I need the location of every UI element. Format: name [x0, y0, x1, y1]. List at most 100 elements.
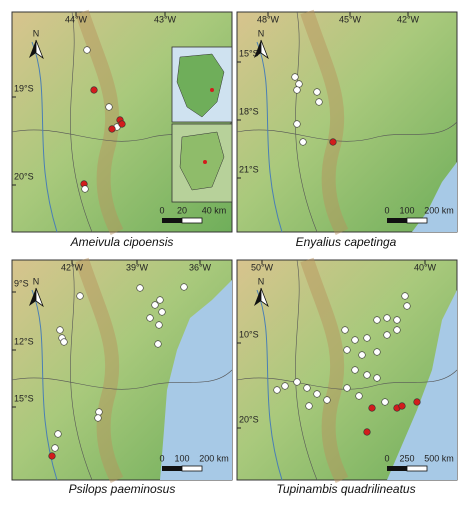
- record-point: [323, 396, 331, 404]
- record-point: [381, 398, 389, 406]
- record-point: [358, 351, 366, 359]
- scale-label: 100: [399, 205, 414, 215]
- inset-marker: [210, 88, 214, 92]
- record-point: [83, 46, 91, 54]
- record-point: [351, 366, 359, 374]
- latitude-label: 18°S: [239, 106, 259, 116]
- border: [236, 121, 458, 142]
- record-point: [54, 430, 62, 438]
- scale-label: 0: [384, 205, 389, 215]
- record-point: [156, 296, 164, 304]
- record-point: [90, 86, 98, 94]
- longitude-label: 42°W: [61, 262, 84, 272]
- border: [70, 259, 93, 481]
- map-panel: 42°W 39°W 36°W 9°S 12°S 15°S N 0 100 200 km: [11, 257, 233, 484]
- record-point: [51, 444, 59, 452]
- north-label: N: [33, 276, 40, 286]
- longitude-label: 48°W: [257, 14, 280, 24]
- north-label: N: [258, 28, 265, 38]
- scale-bar: [181, 217, 203, 224]
- record-point: [398, 402, 406, 410]
- terrain: [236, 11, 458, 233]
- record-point: [413, 398, 421, 406]
- record-point: [95, 408, 103, 416]
- record-point: [363, 428, 371, 436]
- record-point: [151, 301, 159, 309]
- caption: Enyalius capetinga: [296, 235, 397, 249]
- north-arrow: [254, 40, 261, 58]
- scale-label: 500 km: [424, 453, 454, 463]
- record-point: [146, 314, 154, 322]
- north-arrow: [260, 39, 269, 60]
- longitude-label: 42°W: [397, 14, 420, 24]
- record-point: [295, 80, 303, 88]
- sea: [160, 280, 232, 480]
- record-point: [293, 120, 301, 128]
- longitude-label: 43°W: [154, 14, 177, 24]
- caption: Psilops paeminosus: [69, 482, 176, 496]
- record-point: [273, 386, 281, 394]
- latitude-label: 15°S: [239, 48, 259, 58]
- border: [11, 369, 233, 390]
- longitude-label: 39°W: [126, 262, 149, 272]
- inset-marker: [203, 160, 207, 164]
- north-arrow: [35, 39, 44, 60]
- record-point: [368, 404, 376, 412]
- record-point: [76, 292, 84, 300]
- record-point: [373, 348, 381, 356]
- record-point: [180, 283, 188, 291]
- north-arrow: [35, 287, 44, 308]
- record-point: [373, 316, 381, 324]
- latitude-label: 15°S: [14, 393, 34, 403]
- scale-label: 40 km: [202, 205, 227, 215]
- latitude-label: 9°S: [14, 278, 29, 288]
- border: [236, 369, 458, 390]
- scale-label: 0: [384, 453, 389, 463]
- scale-label: 100: [174, 453, 189, 463]
- record-point: [341, 326, 349, 334]
- caption: Tupinambis quadrilineatus: [276, 482, 415, 496]
- record-point: [303, 384, 311, 392]
- record-point: [315, 98, 323, 106]
- latitude-label: 21°S: [239, 164, 259, 174]
- latitude-label: 20°S: [239, 414, 259, 424]
- record-point: [94, 414, 102, 422]
- inset-land: [176, 53, 225, 118]
- record-point: [401, 292, 409, 300]
- caption: Ameivula cipoensis: [70, 235, 174, 249]
- latitude-label: 10°S: [239, 329, 259, 339]
- north-label: N: [33, 28, 40, 38]
- scale-bar: [181, 465, 203, 472]
- record-point: [343, 346, 351, 354]
- river: [256, 289, 283, 481]
- sea: [387, 290, 457, 480]
- record-point: [313, 88, 321, 96]
- scale-bar: [162, 218, 182, 223]
- north-arrow: [254, 288, 261, 306]
- north-arrow: [29, 288, 36, 306]
- record-point: [118, 120, 126, 128]
- longitude-label: 40°W: [414, 262, 437, 272]
- longitude-label: 44°W: [65, 14, 88, 24]
- scale-label: 20: [177, 205, 187, 215]
- latitude-label: 12°S: [14, 336, 34, 346]
- record-point: [329, 138, 337, 146]
- record-point: [60, 338, 68, 346]
- river: [31, 289, 58, 481]
- record-point: [373, 374, 381, 382]
- relief: [75, 257, 124, 484]
- record-point: [293, 86, 301, 94]
- record-point: [281, 382, 289, 390]
- record-point: [154, 340, 162, 348]
- relief: [300, 9, 349, 236]
- record-point: [136, 284, 144, 292]
- record-point: [393, 326, 401, 334]
- north-arrow: [29, 40, 36, 58]
- north-arrow: [260, 287, 269, 308]
- record-point: [56, 326, 64, 334]
- map-panel: 44°W 43°W 19°S 20°S N 0 20 40 km: [11, 9, 233, 236]
- record-point: [383, 331, 391, 339]
- record-point: [313, 390, 321, 398]
- scale-label: 250: [399, 453, 414, 463]
